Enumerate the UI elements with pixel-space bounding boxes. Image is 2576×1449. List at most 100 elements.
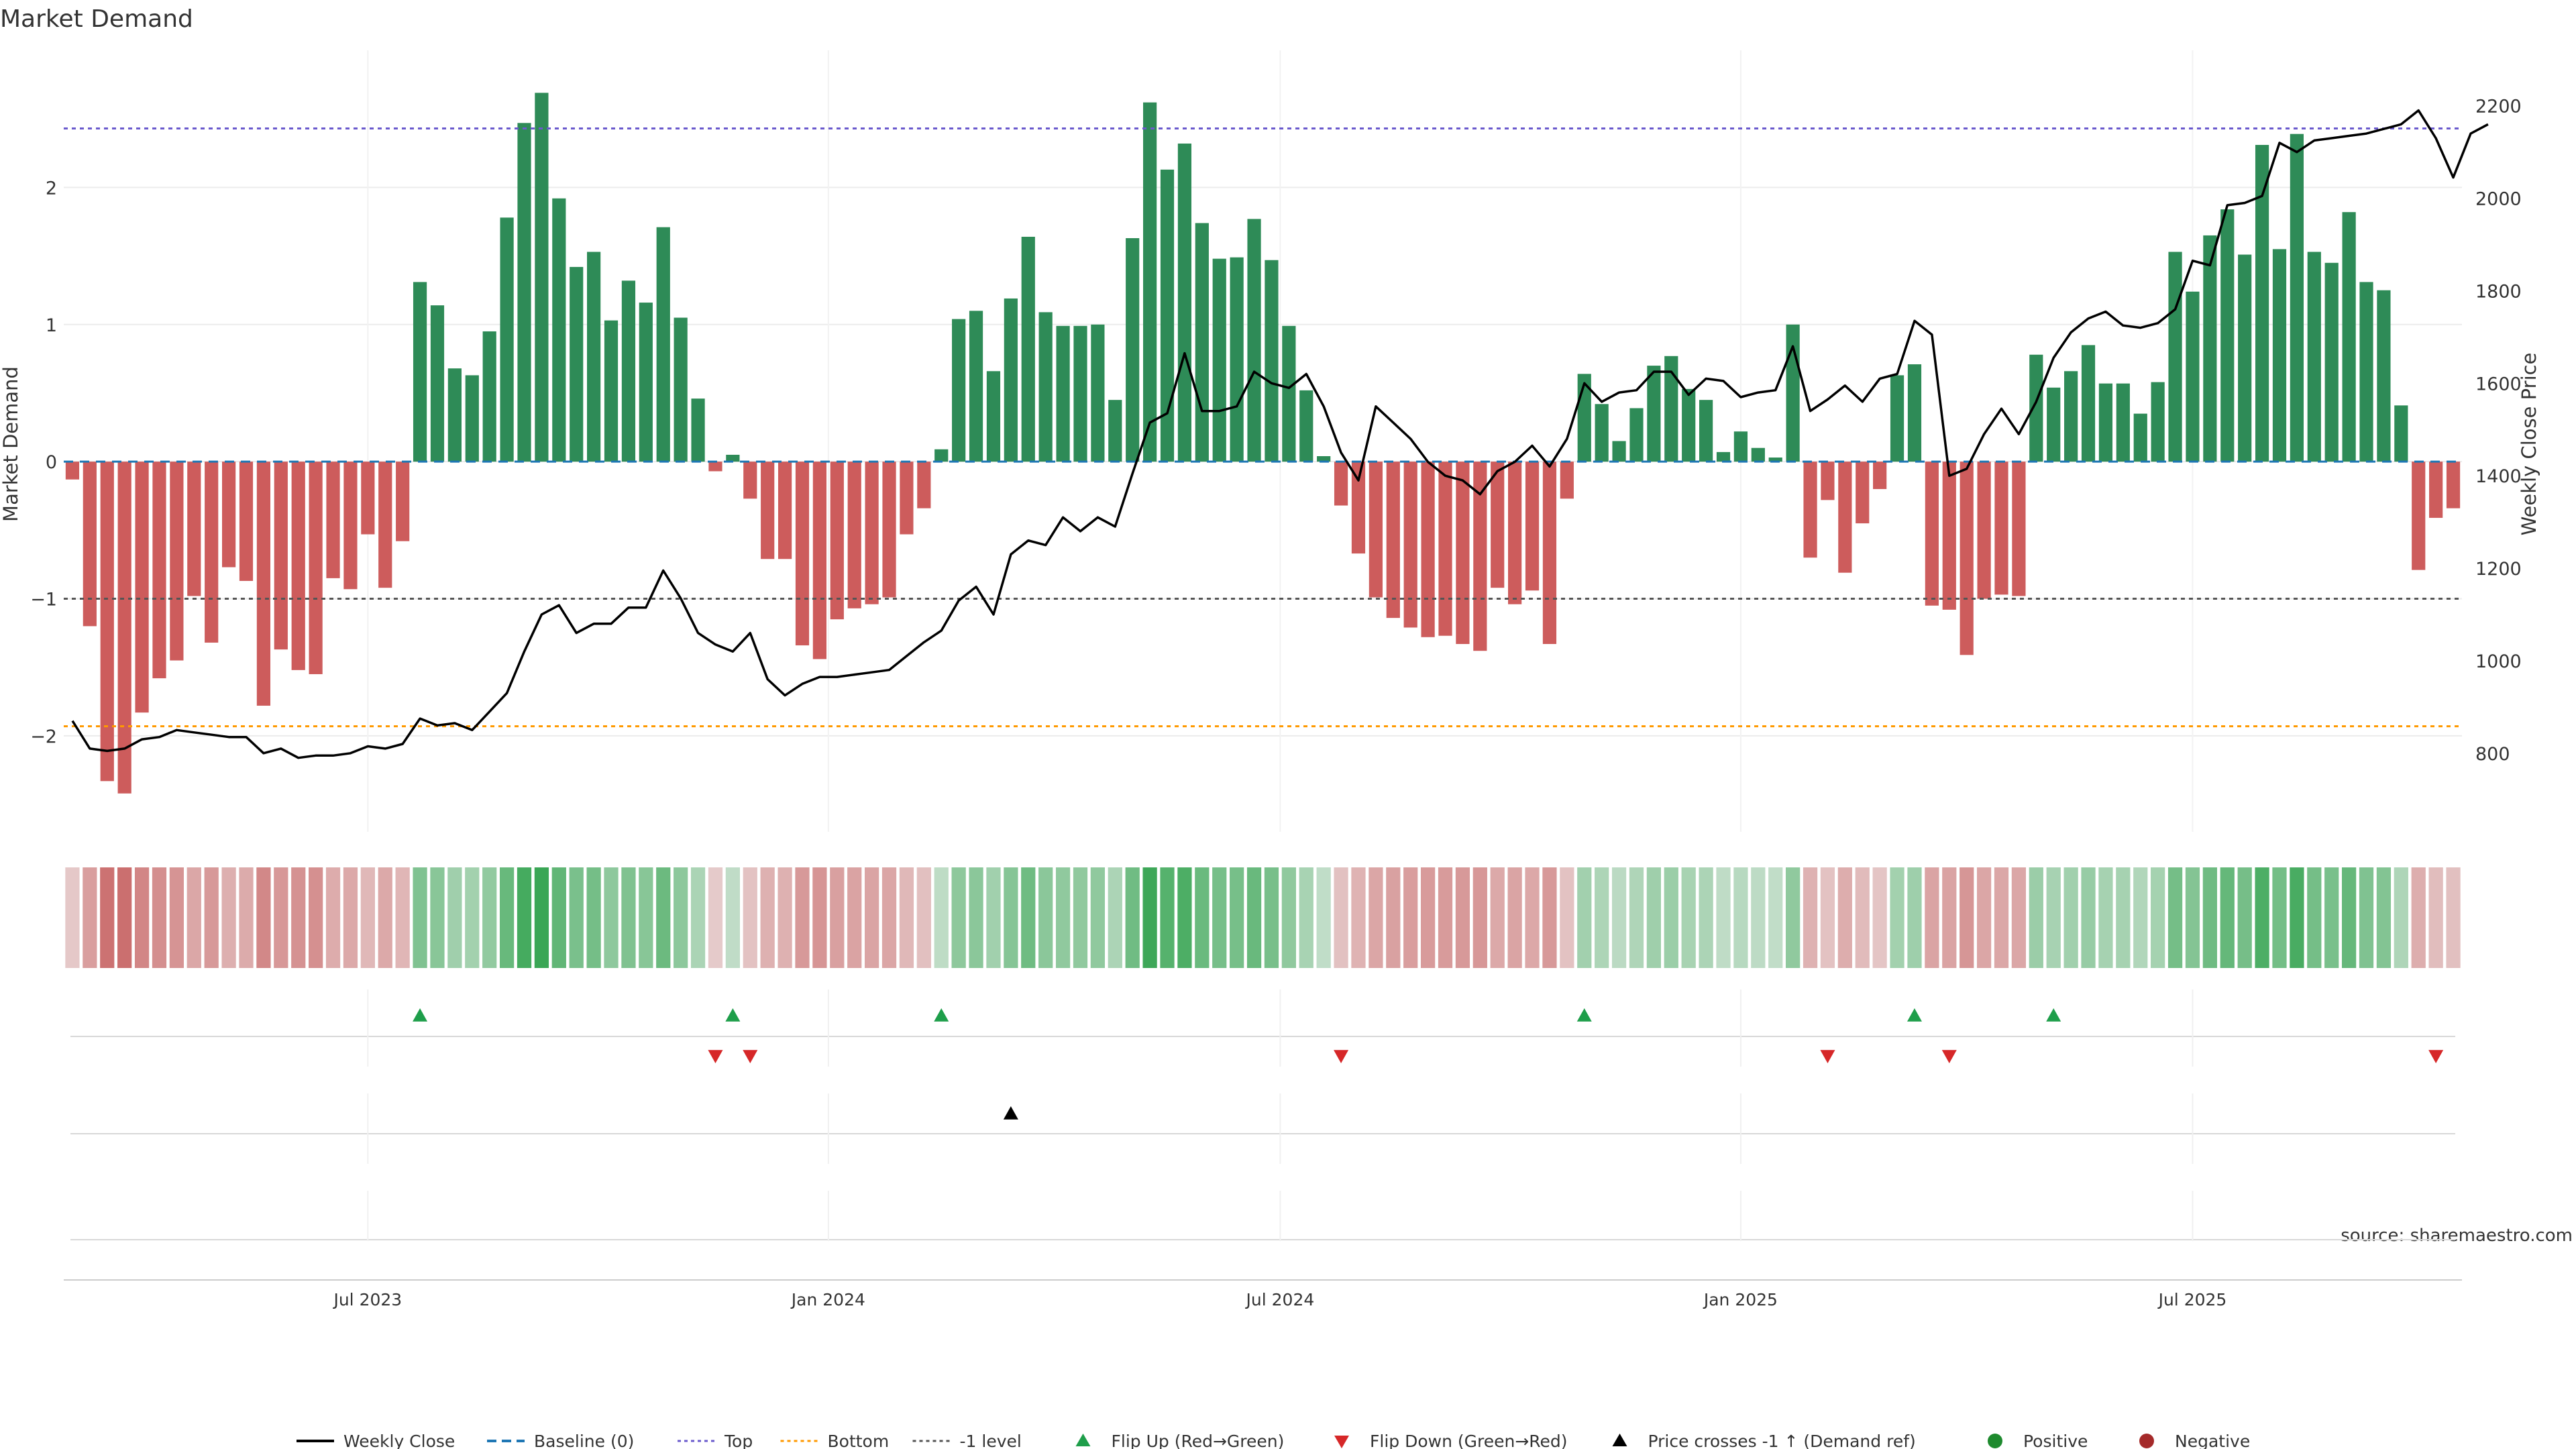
axis-ticks: −2 −1 0 1 2 800 1000 1200 1400 1600 1800 2000 2200 (30, 97, 2522, 765)
heat-strip-cell (2011, 867, 2027, 968)
y-right-tick-label: 1800 (2475, 281, 2522, 302)
demand-bar (430, 305, 445, 462)
demand-bar (1664, 356, 1678, 462)
demand-bar (934, 449, 949, 462)
legend-label: -1 level (960, 1432, 1022, 1449)
heat-strip-cell (1490, 867, 1505, 968)
demand-bar (2446, 462, 2461, 508)
heat-strip-cell (1368, 867, 1383, 968)
heat-strip-cell (951, 867, 966, 968)
heat-strip-cell (534, 867, 549, 968)
x-tick-label: Jan 2024 (790, 1290, 865, 1309)
heat-strip-cell (708, 867, 723, 968)
heat-strip-cell (916, 867, 931, 968)
demand-bar (274, 462, 288, 650)
demand-bar (1873, 462, 1887, 490)
heat-strip-cell (343, 867, 358, 968)
heat-strip-cell (1420, 867, 1436, 968)
x-tick-label: Jul 2024 (1245, 1290, 1315, 1309)
heat-strip-cell (864, 867, 879, 968)
x-axis: Jul 2023 Jan 2024 Jul 2024 Jan 2025 Jul 2025 (64, 1279, 2462, 1309)
legend-swatch (1334, 1436, 1349, 1448)
heat-strip-cell (1907, 867, 1922, 968)
heat-strip-cell (1472, 867, 1487, 968)
flip-up-marker (934, 1008, 949, 1022)
heat-strip-cell (881, 867, 897, 968)
demand-bar (1126, 238, 1140, 462)
demand-bar (2064, 371, 2078, 462)
legend-label: Top (724, 1432, 753, 1449)
heat-strip-cell (2185, 867, 2200, 968)
heat-strip-cell (1073, 867, 1088, 968)
demand-bar (1682, 388, 1696, 462)
y-left-tick-label: 1 (46, 315, 57, 336)
demand-bar (2307, 252, 2321, 462)
heat-strip-cell (65, 867, 80, 968)
heat-strip-cell (1890, 867, 1904, 968)
heat-strip-cell (1230, 867, 1244, 968)
y-left-tick-label: 2 (46, 178, 57, 199)
heat-strip-cell (1925, 867, 1939, 968)
heat-strip-cell (656, 867, 671, 968)
demand-bar (1994, 462, 2008, 595)
legend-label: Positive (2023, 1432, 2088, 1449)
demand-bar (1595, 404, 1609, 462)
heat-strip-cell (517, 867, 532, 968)
heat-strip-cell (1629, 867, 1644, 968)
heat-strip-cell (2081, 867, 2096, 968)
demand-bar (2394, 405, 2408, 462)
event-tracks (70, 989, 2455, 1241)
demand-bar (2220, 209, 2235, 462)
heat-strip-cell (1611, 867, 1627, 968)
demand-bar (413, 282, 427, 462)
heat-strip-cell (1160, 867, 1175, 968)
heat-strip-cell (1299, 867, 1313, 968)
price-cross-marker (1003, 1106, 1018, 1120)
demand-bar (1195, 223, 1209, 462)
heat-strip-cell (1699, 867, 1713, 968)
heat-strip-cell (551, 867, 566, 968)
demand-bar (135, 462, 149, 713)
heat-strip-cell (152, 867, 167, 968)
heat-strip-cell (1038, 867, 1053, 968)
heat-strip-cell (1716, 867, 1731, 968)
x-tick-label: Jan 2025 (1703, 1290, 1778, 1309)
legend-swatch (2139, 1434, 2154, 1448)
demand-bar (1768, 458, 1782, 462)
demand-bar (291, 462, 305, 670)
legend-label: Negative (2175, 1432, 2250, 1449)
demand-bar (1612, 441, 1626, 462)
demand-bar (587, 252, 601, 462)
heat-strip-cell (1803, 867, 1818, 968)
x-tick-label: Jul 2025 (2157, 1290, 2227, 1309)
demand-bar (1438, 462, 1452, 636)
flip-up-marker (2046, 1008, 2061, 1022)
heat-strip-cell (969, 867, 983, 968)
demand-bar (1038, 312, 1053, 462)
demand-bar (656, 227, 670, 462)
demand-bar (674, 317, 688, 462)
y-axis-left-label: Market Demand (0, 366, 22, 522)
heat-strip-cell (899, 867, 914, 968)
heat-strip-cell (1403, 867, 1418, 968)
heat-strip-cell (986, 867, 1001, 968)
heat-strip-cell (812, 867, 827, 968)
heat-strip-cell (621, 867, 636, 968)
demand-bar (1821, 462, 1835, 500)
demand-bar (1786, 324, 1800, 462)
demand-bar (1403, 462, 1417, 628)
heat-strip-cell (1264, 867, 1279, 968)
heat-strip-cell (1108, 867, 1122, 968)
demand-bar (1716, 451, 1731, 462)
heat-strip-cell (2220, 867, 2235, 968)
demand-bar (1282, 325, 1296, 462)
demand-bar (1942, 462, 1956, 610)
heat-strip-cell (2324, 867, 2339, 968)
demand-bar (1647, 366, 1661, 462)
demand-bar (900, 462, 914, 535)
heat-strip-cell (291, 867, 306, 968)
heat-strip-cell (83, 867, 97, 968)
heat-strip-cell (2151, 867, 2165, 968)
demand-bar (482, 331, 496, 462)
demand-bar (691, 398, 705, 462)
